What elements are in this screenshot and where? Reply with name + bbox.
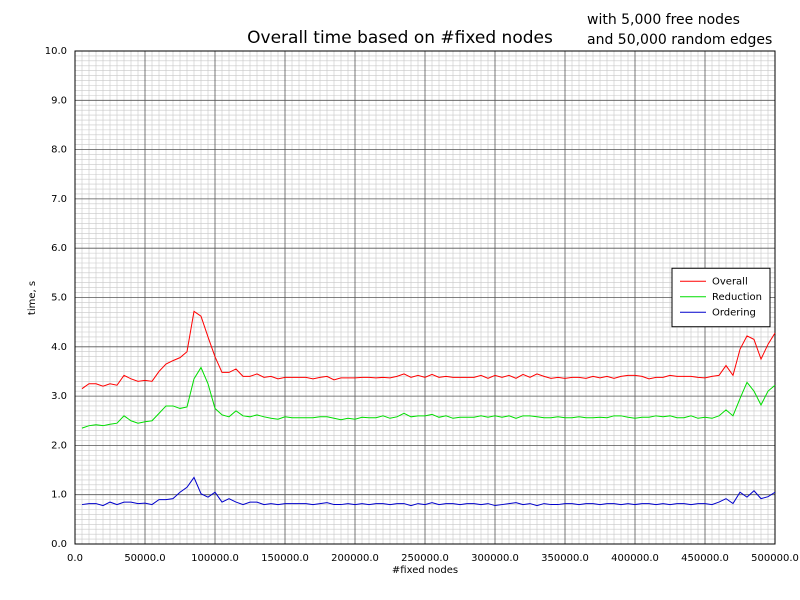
plot-frame [74,50,776,545]
series-line [81,476,776,507]
x-tick-label: 250000.0 [401,553,449,564]
y-tick-label: 6.0 [51,243,67,254]
x-tick-label: 0.0 [67,553,83,564]
y-tick-label: 1.0 [51,490,67,501]
y-tick-label: 10.0 [45,46,67,57]
x-tick-label: 400000.0 [611,553,659,564]
chart-title: Overall time based on #fixed nodes [247,28,553,48]
y-tick-label: 7.0 [51,194,67,205]
annotation: and 50,000 random edges [587,32,772,48]
x-tick-label: 450000.0 [681,553,729,564]
x-tick-label: 500000.0 [751,553,799,564]
x-tick-label: 300000.0 [471,553,519,564]
annotation: with 5,000 free nodes [587,12,740,28]
legend-label: Reduction [712,292,762,303]
y-tick-label: 8.0 [51,145,67,156]
x-tick-label: 200000.0 [331,553,379,564]
x-tick-label: 50000.0 [124,553,165,564]
x-axis-label: #fixed nodes [392,565,458,576]
y-tick-label: 9.0 [51,95,67,106]
y-tick-label: 5.0 [51,293,67,304]
legend-box [671,267,771,328]
y-tick-label: 3.0 [51,391,67,402]
x-tick-label: 350000.0 [541,553,589,564]
x-tick-label: 150000.0 [261,553,309,564]
y-tick-label: 4.0 [51,342,67,353]
legend-label: Overall [712,276,748,287]
y-tick-label: 2.0 [51,440,67,451]
series-line [81,310,776,390]
y-tick-label: 0.0 [51,539,67,550]
series-line [81,366,776,429]
y-axis-label: time, s [27,281,38,315]
x-tick-label: 100000.0 [191,553,239,564]
legend-label: Ordering [712,307,756,318]
